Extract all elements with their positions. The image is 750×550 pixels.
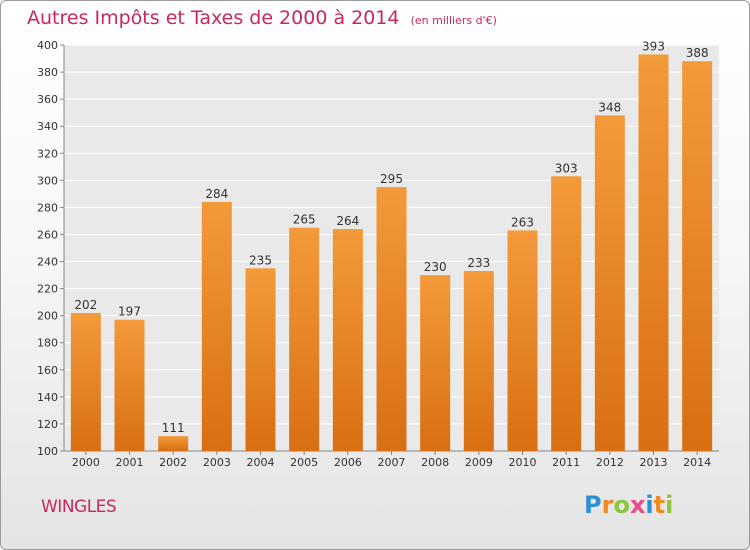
- bar: [289, 227, 320, 451]
- y-tick-label: 180: [37, 337, 58, 350]
- subtitle-text: (en milliers d'€): [410, 14, 497, 27]
- x-tick-label: 2005: [290, 456, 318, 469]
- logo-letter: t: [653, 491, 666, 519]
- x-tick-label: 2009: [465, 456, 493, 469]
- logo-letter: i: [645, 491, 654, 519]
- y-tick-label: 300: [37, 174, 58, 187]
- bar: [638, 54, 669, 452]
- y-tick-label: 280: [37, 201, 58, 214]
- x-tick-label: 2007: [378, 456, 406, 469]
- x-tick-label: 2001: [116, 456, 144, 469]
- bar: [332, 229, 363, 451]
- bar: [201, 201, 232, 451]
- bar-value-label: 388: [686, 46, 709, 60]
- y-tick-label: 360: [37, 93, 58, 106]
- bar: [682, 61, 713, 452]
- bar-value-label: 202: [74, 298, 97, 312]
- x-tick-label: 2000: [72, 456, 100, 469]
- chart-title: Autres Impôts et Taxes de 2000 à 2014 (e…: [27, 7, 497, 29]
- y-tick-label: 160: [37, 364, 58, 377]
- bar-value-label: 265: [293, 213, 316, 227]
- y-tick-label: 400: [37, 39, 58, 52]
- y-tick-label: 340: [37, 120, 58, 133]
- x-tick-label: 2006: [334, 456, 362, 469]
- bar: [594, 115, 625, 451]
- bar-value-label: 295: [380, 172, 403, 186]
- bar: [420, 275, 451, 451]
- place-name: WINGLES: [41, 497, 117, 517]
- logo-letter: P: [584, 491, 602, 519]
- title-text: Autres Impôts et Taxes de 2000 à 2014: [27, 7, 400, 29]
- bar: [245, 268, 276, 451]
- y-tick-label: 100: [37, 445, 58, 458]
- y-tick-label: 220: [37, 283, 58, 296]
- x-tick-label: 2008: [421, 456, 449, 469]
- bar: [114, 319, 145, 451]
- bar-value-label: 393: [642, 39, 665, 53]
- x-tick-label: 2004: [247, 456, 275, 469]
- y-tick-label: 320: [37, 147, 58, 160]
- bar-value-label: 303: [555, 161, 578, 175]
- x-tick-label: 2003: [203, 456, 231, 469]
- proxiti-logo: Proxiti: [584, 491, 673, 519]
- y-tick-label: 380: [37, 66, 58, 79]
- bar-value-label: 230: [424, 260, 447, 274]
- bar-value-label: 235: [249, 253, 272, 267]
- bar: [158, 436, 189, 451]
- y-tick-label: 200: [37, 310, 58, 323]
- y-tick-label: 240: [37, 256, 58, 269]
- bar-value-label: 284: [205, 187, 228, 201]
- bar: [463, 271, 494, 451]
- logo-letter: o: [613, 491, 630, 519]
- bar: [70, 312, 101, 451]
- y-tick-label: 140: [37, 391, 58, 404]
- bar-value-label: 197: [118, 305, 141, 319]
- y-tick-label: 260: [37, 228, 58, 241]
- x-tick-label: 2011: [552, 456, 580, 469]
- y-tick-label: 120: [37, 418, 58, 431]
- bar-value-label: 348: [598, 100, 621, 114]
- bar: [376, 187, 407, 451]
- logo-letter: x: [629, 491, 646, 519]
- x-tick-label: 2014: [683, 456, 711, 469]
- bar: [507, 230, 538, 451]
- logo-letter: i: [665, 491, 674, 519]
- logo-letter: r: [601, 491, 614, 519]
- bar-value-label: 264: [336, 214, 359, 228]
- bar: [551, 176, 582, 452]
- x-tick-label: 2010: [509, 456, 537, 469]
- x-tick-label: 2013: [640, 456, 668, 469]
- bar-value-label: 233: [467, 256, 490, 270]
- bar-value-label: 263: [511, 215, 534, 229]
- x-tick-label: 2002: [159, 456, 187, 469]
- x-tick-label: 2012: [596, 456, 624, 469]
- bar-value-label: 111: [162, 421, 185, 435]
